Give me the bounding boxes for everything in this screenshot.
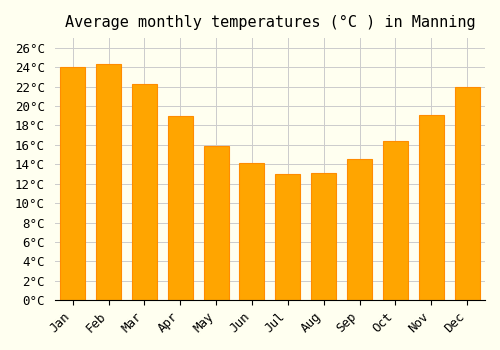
Bar xyxy=(168,116,193,300)
Bar xyxy=(383,141,408,300)
Bar xyxy=(347,160,372,300)
Bar xyxy=(96,64,121,300)
Bar xyxy=(418,115,444,300)
Bar xyxy=(275,174,300,300)
Bar xyxy=(454,87,479,300)
Bar xyxy=(240,163,264,300)
Bar xyxy=(132,84,157,300)
Bar xyxy=(204,146,229,300)
Bar xyxy=(60,67,85,300)
Bar xyxy=(311,173,336,300)
Title: Average monthly temperatures (°C ) in Manning: Average monthly temperatures (°C ) in Ma… xyxy=(64,15,475,30)
